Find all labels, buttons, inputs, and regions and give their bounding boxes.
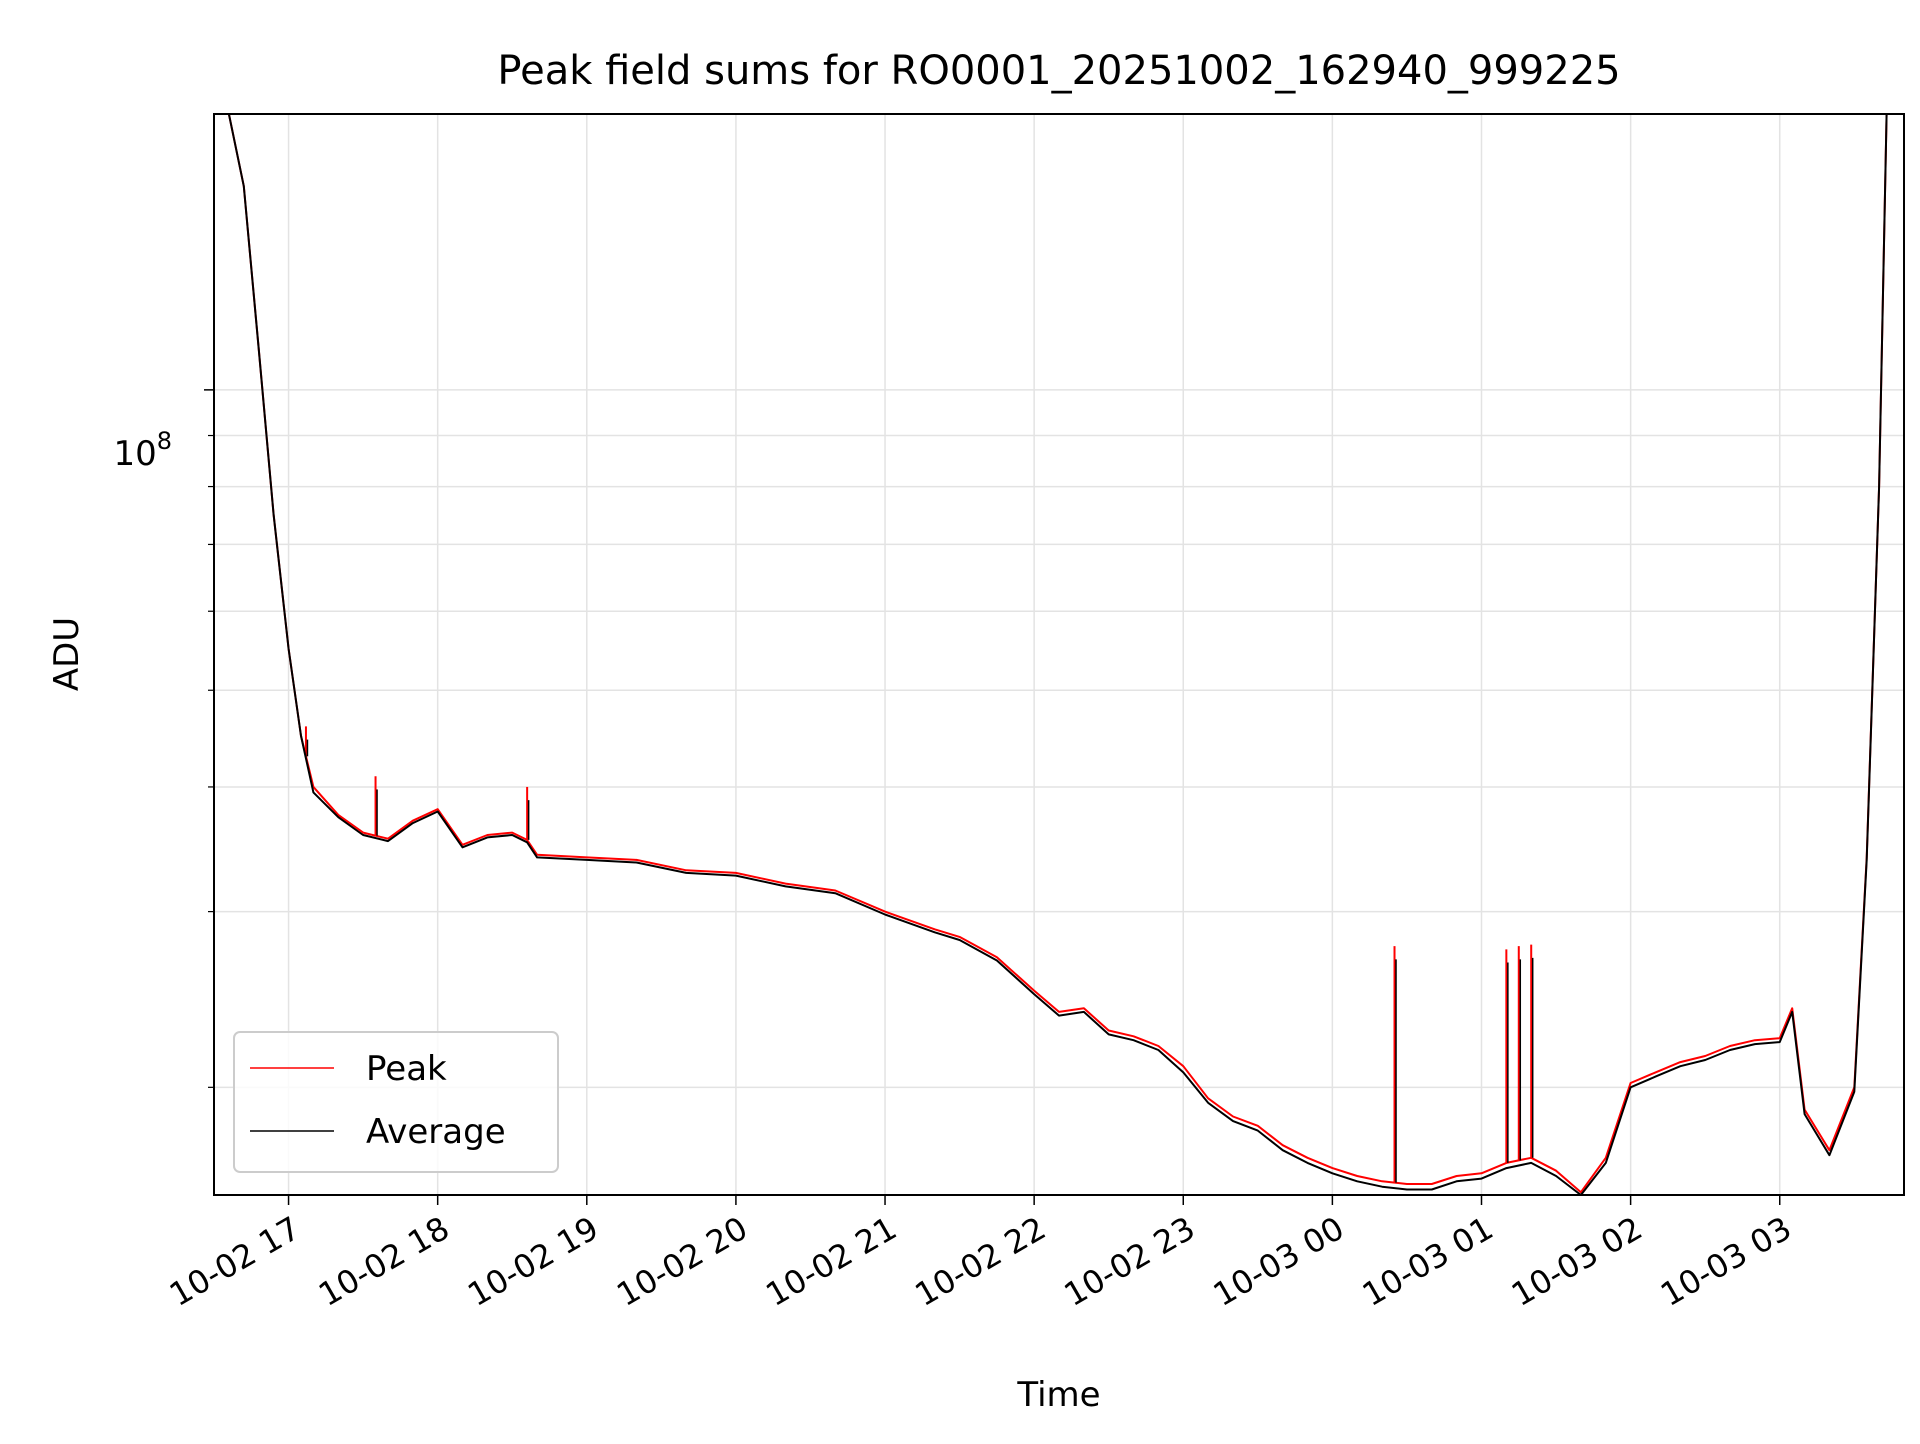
series-line-peak	[214, 114, 1888, 1194]
legend-label-average: Average	[366, 1112, 506, 1152]
y-tick-base: 10	[113, 434, 156, 474]
chart-title: Peak field sums for RO0001_20251002_1629…	[497, 48, 1620, 94]
legend-label-peak: Peak	[366, 1049, 447, 1089]
svg-text:108: 108	[113, 427, 172, 474]
y-tick-layer	[204, 389, 214, 1088]
x-axis-label: Time	[1016, 1375, 1100, 1415]
y-major-tick-label: 108	[113, 427, 172, 474]
legend: Peak Average	[233, 1031, 559, 1173]
series-line-average	[214, 114, 1888, 1195]
series-layer	[214, 114, 1888, 1195]
y-axis-label: ADU	[47, 617, 87, 691]
y-tick-exponent: 8	[157, 427, 172, 455]
legend-box	[233, 1031, 559, 1173]
plot-frame	[213, 113, 1905, 1196]
grid-layer	[214, 114, 1904, 1195]
